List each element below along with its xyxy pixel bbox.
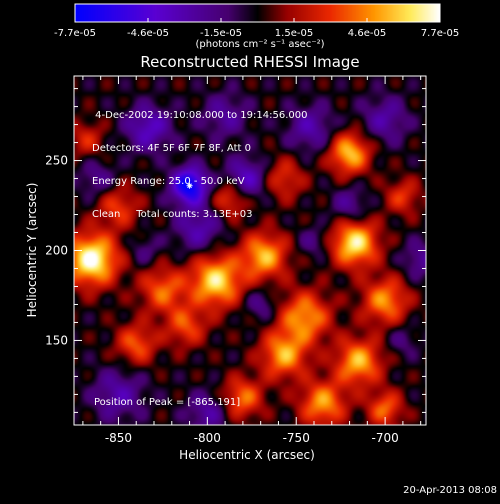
observation-info: 4-Dec-2002 19:10:08.000 to 19:14:56.000 … [92,88,308,242]
info-energy-range: Energy Range: 25.0 - 50.0 keV [92,176,245,187]
timestamp: 20-Apr-2013 08:08 [403,485,497,496]
x-tick-label: -700 [371,431,398,445]
x-tick-label: -800 [194,431,221,445]
info-time-range: 4-Dec-2002 19:10:08.000 to 19:14:56.000 [92,110,308,121]
min-marker [187,183,192,189]
info-detectors: Detectors: 4F 5F 6F 7F 8F, Att 0 [92,143,252,154]
colorbar-tick-label: -4.6e-05 [127,28,169,39]
heatmap-image [74,76,426,425]
peak-markers [186,182,193,189]
y-tick-label: 200 [45,244,68,258]
axes: -850 -800 -750 -700 150 200 250 [45,76,426,445]
x-axis-label: Heliocentric X (arcsec) [179,448,315,462]
x-tick-label: -850 [105,431,132,445]
colorbar-tick-label: -7.7e-05 [54,28,96,39]
colorbar-tick-label: -1.5e-05 [200,28,242,39]
y-tick-label: 250 [45,154,68,168]
info-counts: Clean Total counts: 3.13E+03 [92,209,253,220]
x-tick-label: -750 [283,431,310,445]
colorbar-tick-label: 1.5e-05 [275,28,313,39]
colorbar-gradient [75,4,440,22]
colorbar-frame [74,3,441,23]
colorbar-tick-label: 7.7e-05 [421,28,459,39]
colorbar: -7.7e-05 -4.6e-05 -1.5e-05 1.5e-05 4.6e-05 7.… [54,3,459,39]
chart-title: Reconstructed RHESSI Image [140,53,359,71]
y-axis-label: Heliocentric Y (arcsec) [25,183,39,318]
peak-position-label: Position of Peak = [-865,191] [94,397,241,408]
colorbar-tick-label: 4.6e-05 [348,28,386,39]
y-tick-label: 150 [45,333,68,347]
colorbar-unit-label: (photons cm⁻² s⁻¹ asec⁻²) [195,39,324,50]
